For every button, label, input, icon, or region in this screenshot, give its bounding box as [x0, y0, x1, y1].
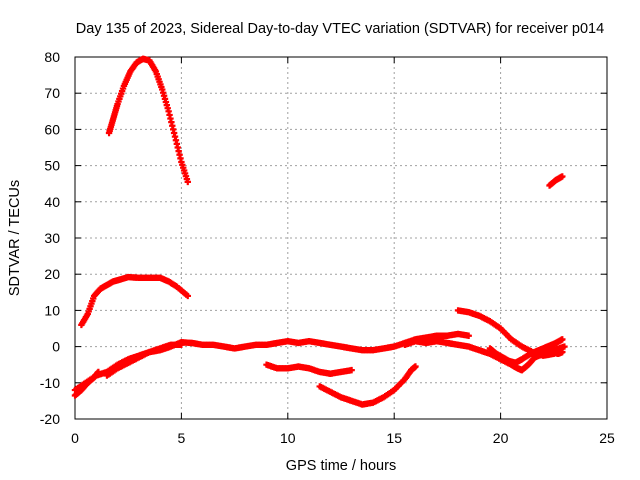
axis-ticks — [74, 56, 608, 420]
chart-title: Day 135 of 2023, Sidereal Day-to-day VTE… — [76, 21, 604, 37]
y-tick-label: 30 — [44, 230, 60, 246]
x-tick-label: 0 — [71, 430, 79, 446]
series-arc-mid — [78, 273, 191, 329]
x-tick-label: 5 — [178, 430, 186, 446]
data-point — [95, 368, 102, 376]
y-tick-label: -10 — [40, 375, 60, 391]
data-series — [71, 55, 568, 408]
y-tick-label: -20 — [40, 411, 60, 427]
data-point — [178, 341, 185, 348]
x-tick-label: 20 — [493, 430, 509, 446]
y-tick-label: 20 — [44, 266, 60, 282]
series-arc-upper-right — [454, 307, 557, 359]
y-tick-label: 40 — [44, 194, 60, 210]
x-tick-label: 15 — [386, 430, 402, 446]
y-tick-label: 50 — [44, 158, 60, 174]
data-point — [550, 350, 557, 358]
y-tick-label: 70 — [44, 85, 60, 101]
data-point — [412, 363, 419, 370]
data-point — [559, 173, 566, 180]
tick-labels: 0 5 10 15 20 25 -20 -10 0 10 20 30 40 50 60 70 80 — [40, 49, 615, 446]
data-point — [559, 336, 566, 343]
series-arc-late — [546, 173, 566, 189]
series-arc-low-1 — [263, 361, 355, 377]
data-point — [465, 332, 472, 339]
series-arc-high — [105, 55, 191, 186]
y-tick-label: 0 — [52, 339, 60, 355]
data-point — [561, 343, 568, 350]
x-tick-label: 10 — [280, 430, 296, 446]
x-axis-label: GPS time / hours — [286, 458, 396, 474]
series-band-lower — [103, 341, 185, 379]
y-axis-label: SDTVAR / TECUs — [7, 180, 23, 296]
data-point — [184, 178, 191, 186]
x-tick-label: 25 — [599, 430, 615, 446]
data-point — [559, 348, 566, 356]
y-tick-label: 80 — [44, 49, 60, 65]
y-tick-label: 10 — [44, 302, 60, 318]
data-point — [348, 366, 355, 374]
series-band-start — [71, 368, 102, 399]
data-point — [184, 292, 191, 300]
y-tick-label: 60 — [44, 121, 60, 137]
series-arc-low-2 — [316, 363, 419, 408]
